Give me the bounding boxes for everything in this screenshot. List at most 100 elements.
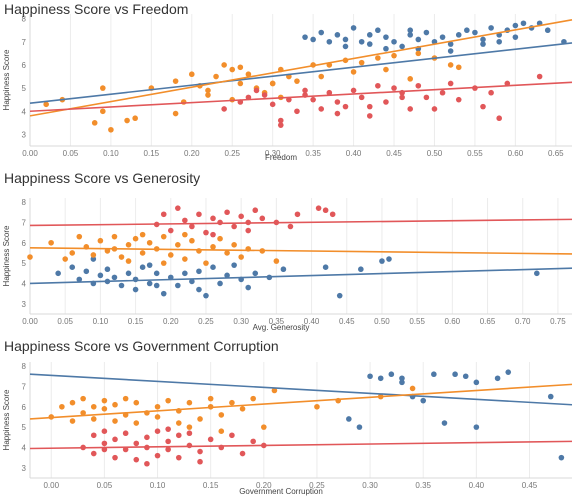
data-point [160, 211, 167, 218]
data-point [175, 282, 181, 289]
x-axis-title: Freedom [265, 153, 297, 162]
data-point [269, 101, 276, 108]
x-tick-label: 0.75 [550, 317, 566, 326]
trend-line [29, 267, 573, 285]
data-point [346, 416, 352, 422]
data-point [186, 442, 193, 449]
y-tick-label: 5 [22, 423, 27, 432]
x-tick-label: 0.40 [346, 149, 362, 158]
data-point [253, 87, 260, 94]
data-point [462, 373, 469, 380]
data-point [367, 373, 373, 380]
data-point [504, 80, 511, 87]
data-point [165, 446, 171, 453]
data-point [314, 403, 320, 410]
data-point [160, 233, 167, 240]
data-point [441, 420, 448, 426]
data-point [391, 38, 397, 45]
data-point [245, 71, 252, 78]
data-point [231, 223, 237, 230]
data-point [431, 371, 437, 378]
data-point [80, 410, 86, 416]
data-point [217, 219, 223, 226]
data-point [182, 256, 188, 262]
data-point [350, 87, 357, 94]
data-point [245, 227, 252, 234]
data-point [512, 34, 519, 40]
data-point [302, 34, 308, 40]
x-tick-label: 0.10 [103, 149, 119, 158]
data-point [229, 399, 235, 406]
y-axis-title: Happiness Score [2, 225, 11, 286]
x-tick-label: 0.45 [339, 317, 355, 326]
data-point [101, 440, 108, 447]
data-point [172, 78, 179, 84]
data-point [273, 258, 280, 264]
data-point [488, 25, 494, 31]
data-point [558, 454, 565, 461]
data-point [269, 80, 276, 87]
y-tick-label: 4 [22, 107, 27, 116]
y-tick-label: 4 [22, 443, 27, 452]
data-point [224, 272, 230, 279]
data-point [447, 41, 454, 47]
data-point [165, 397, 171, 404]
chart-plot: 0.00 0.05 0.10 0.15 0.20 0.25 0.30 0.35 0.40 0.45… [2, 14, 573, 162]
chart-title: Happiness Score vs Generosity [4, 170, 201, 186]
x-tick-label: 0.25 [224, 149, 240, 158]
data-point [90, 256, 97, 262]
y-tick-label: 4 [22, 279, 27, 288]
x-tick-label: 0.65 [480, 317, 496, 326]
data-point [231, 262, 237, 268]
x-axis-title: Avg. Generosity [253, 323, 310, 332]
x-tick-label: 0.05 [63, 149, 79, 158]
y-tick-label: 8 [22, 198, 27, 207]
data-point [520, 20, 527, 27]
data-point [409, 385, 416, 392]
data-point [132, 115, 138, 122]
x-tick-label: 0.30 [265, 149, 281, 158]
x-tick-label: 0.05 [57, 317, 73, 326]
x-tick-label: 0.45 [522, 481, 538, 490]
x-tick-label: 0.60 [508, 149, 524, 158]
data-point [207, 395, 214, 402]
data-point [252, 270, 259, 277]
y-tick-label: 6 [22, 61, 27, 70]
data-point [69, 418, 76, 424]
data-point [146, 239, 153, 246]
trend-line [29, 19, 573, 117]
data-point [386, 256, 392, 262]
data-point [505, 369, 512, 375]
data-point [189, 237, 195, 244]
data-point [423, 94, 430, 101]
data-point [464, 27, 470, 34]
data-point [186, 430, 193, 437]
data-point [175, 242, 181, 248]
data-point [197, 448, 203, 455]
data-point [356, 424, 363, 430]
data-point [112, 436, 118, 443]
data-point [326, 89, 333, 96]
data-point [132, 276, 139, 283]
data-point [203, 260, 209, 266]
data-point [342, 103, 349, 110]
chart-plot: 0.00 0.05 0.10 0.15 0.20 0.25 0.30 0.35 0.40 0.45… [2, 198, 573, 332]
data-point [366, 103, 373, 110]
x-tick-label: 0.20 [184, 149, 200, 158]
data-point [133, 440, 140, 447]
data-point [261, 424, 267, 430]
data-point [59, 403, 65, 410]
data-point [139, 264, 146, 270]
x-tick-label: 0.25 [309, 481, 325, 490]
data-point [259, 215, 266, 222]
data-point [399, 43, 405, 50]
data-point [108, 126, 114, 133]
x-tick-label: 0.15 [128, 317, 144, 326]
data-point [250, 395, 256, 402]
data-point [473, 379, 480, 386]
data-point [250, 438, 256, 445]
data-point [366, 113, 373, 119]
data-point [375, 27, 381, 34]
data-point [280, 266, 287, 273]
data-point [350, 69, 357, 75]
